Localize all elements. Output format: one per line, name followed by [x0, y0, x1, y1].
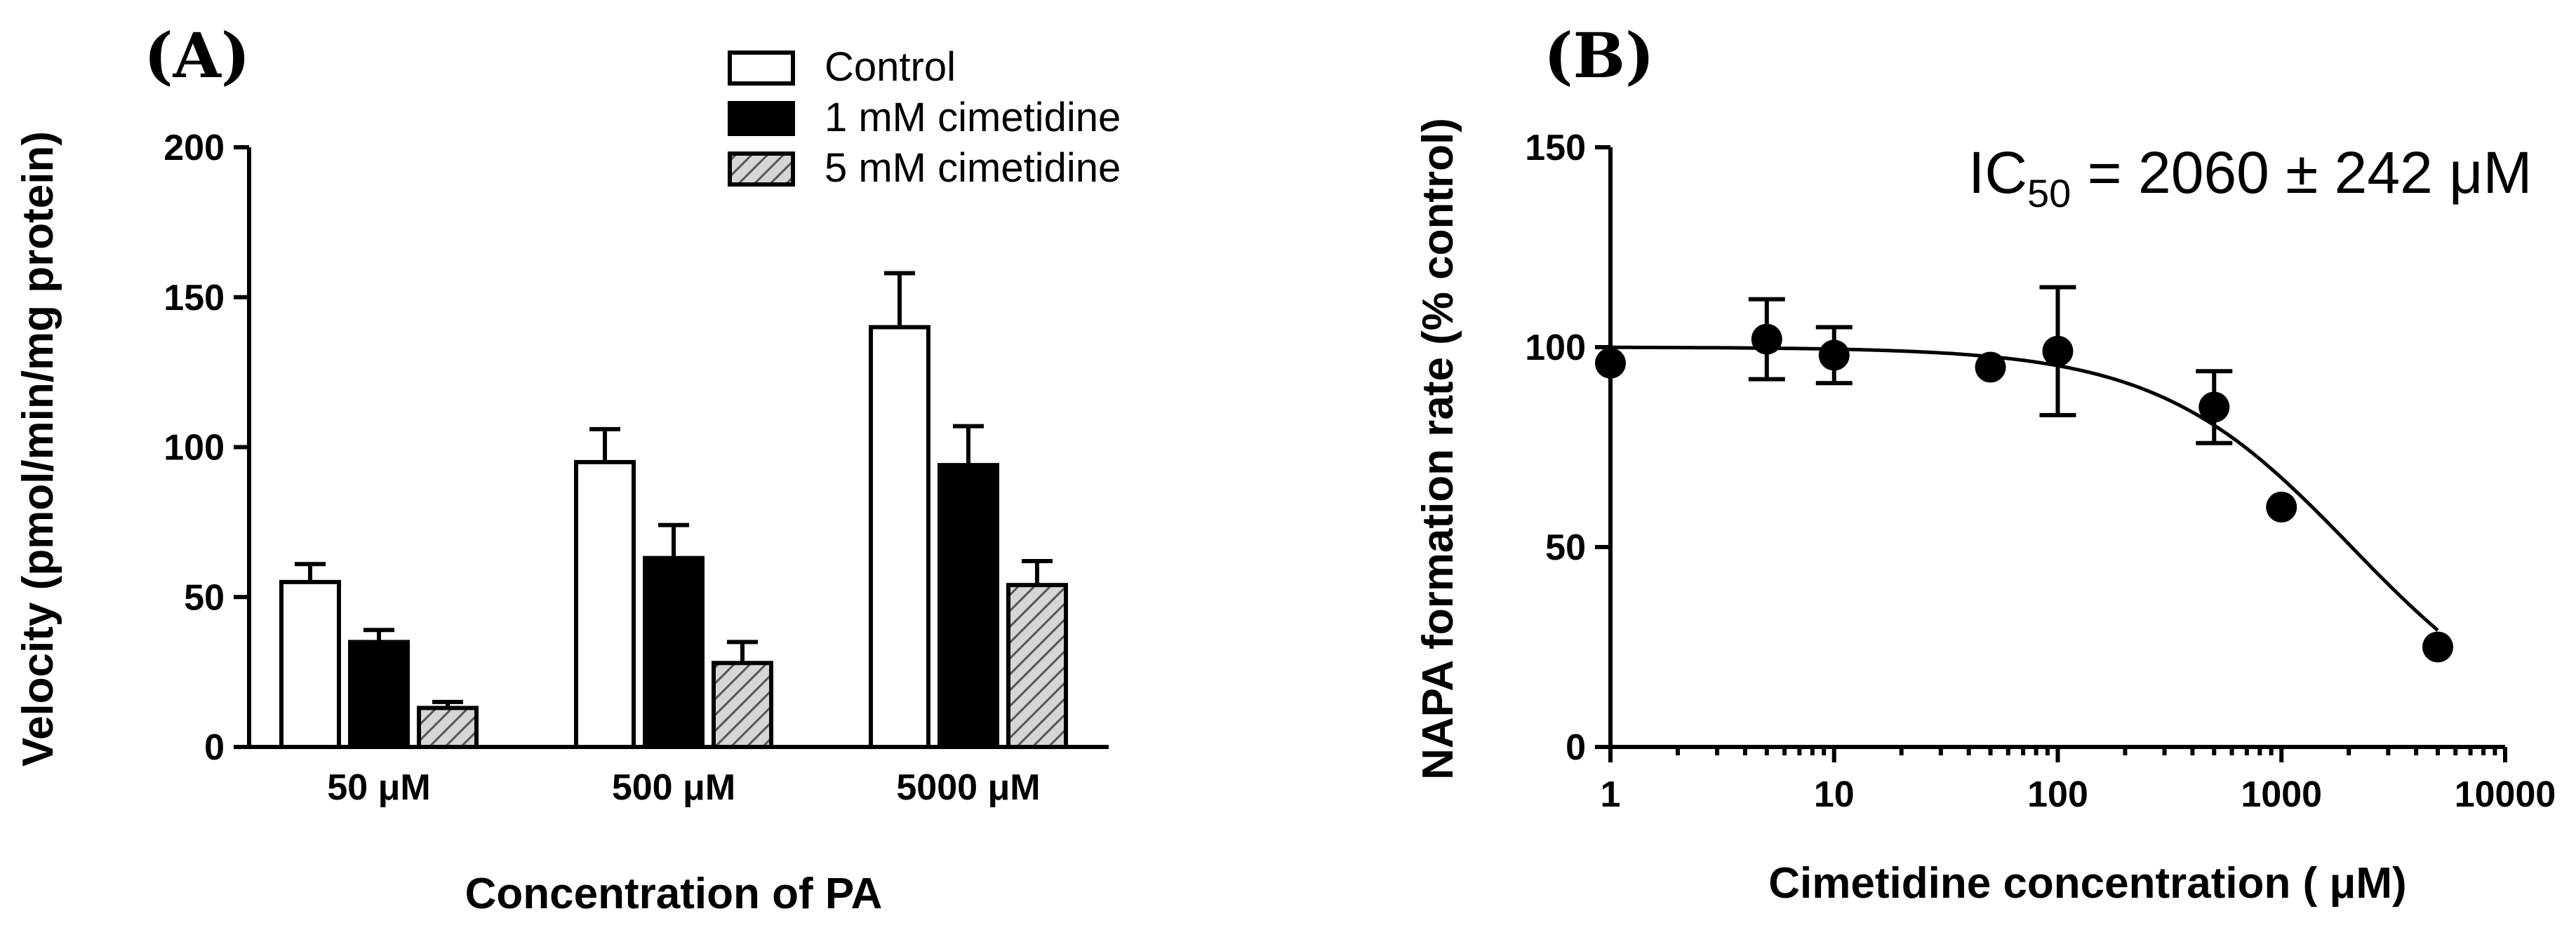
bar-1-mm-cimetidine-5000-m: [937, 463, 999, 750]
bar-5-mm-cimetidine-5000-m: [1006, 583, 1068, 750]
panel-b-y-axis-title: NAPA formation rate (% control): [1414, 118, 1462, 780]
legend-swatch-control: [728, 50, 795, 86]
panel-b-label: (B): [1544, 19, 1655, 92]
panel-b-y-ticks: 0 50 100 150: [1525, 128, 1610, 768]
bar-control-5000-m: [869, 325, 930, 749]
panel-a-y-tick-label: 100: [163, 428, 225, 469]
panel-b-x-tick-label: 1: [1601, 774, 1621, 815]
legend-label-control: Control: [825, 44, 956, 90]
bar-5-mm-cimetidine-50-m: [417, 706, 479, 749]
panel-b-point-x10: [1818, 339, 1850, 371]
bar-1-mm-cimetidine-500-m: [643, 555, 705, 749]
panel-b-dose-response: (B) NAPA formation rate (% control) Cime…: [1414, 19, 2556, 908]
panel-a-x-tick-label: 50 μM: [327, 767, 430, 808]
panel-b-data-points: [1595, 285, 2454, 663]
panel-b-point-x500: [2198, 391, 2230, 423]
panel-a-y-tick-label: 50: [184, 577, 225, 618]
panel-b-x-ticks: 1 10 100 1000 10000: [1601, 747, 2556, 815]
panel-b-y-tick-label: 150: [1525, 128, 1586, 168]
panel-b-point-x5000: [2422, 631, 2454, 663]
panel-b-x-axis-title: Cimetidine concentration ( μM): [1768, 859, 2406, 908]
panel-a-x-tick-label: 500 μM: [612, 767, 735, 808]
panel-a-y-tick-label: 150: [163, 278, 225, 318]
panel-b-y-tick-label: 0: [1566, 727, 1586, 768]
bar-control-50-m: [279, 579, 341, 749]
panel-b-ic50-annotation: IC50 = 2060 ± 242 μM: [1968, 140, 2532, 215]
panel-b-y-tick-label: 100: [1525, 328, 1586, 368]
panel-b-point-x1: [1595, 347, 1626, 379]
ic50-value: = 2060 ± 242 μM: [2071, 140, 2532, 205]
panel-b-fit-curve: [1610, 345, 2439, 632]
panel-a-y-ticks: 0 50 100 150 200: [163, 128, 249, 768]
panel-b-point-x100: [2042, 335, 2074, 367]
ic50-subscript: 50: [2027, 171, 2071, 215]
panel-b-y-tick-label: 50: [1545, 527, 1586, 568]
legend-label-5-mm-cimetidine: 5 mM cimetidine: [825, 145, 1121, 191]
panel-a-y-tick-label: 200: [163, 128, 225, 168]
panel-a-bars: [279, 271, 1068, 750]
panel-b-point-x1000: [2266, 492, 2297, 523]
panel-b-x-tick-label: 10: [1814, 774, 1855, 815]
legend-label-1-mm-cimetidine: 1 mM cimetidine: [825, 95, 1121, 140]
bar-1-mm-cimetidine-50-m: [348, 640, 410, 749]
panel-a-y-axis-title: Velocity (pmol/min/mg protein): [14, 131, 62, 767]
panel-a-bar-chart: (A) Velocity (pmol/min/mg protein) Conce…: [14, 19, 1121, 918]
panel-a-legend: Control 1 mM cimetidine 5 mM cimetidine: [728, 44, 1121, 191]
bar-5-mm-cimetidine-500-m: [712, 661, 773, 749]
legend-swatch-5-mm-cimetidine: [728, 151, 795, 187]
panel-b-point-x5: [1751, 323, 1782, 355]
panel-b-x-tick-label: 1000: [2241, 774, 2322, 815]
panel-a-x-tick-labels: 50 μM 500 μM 5000 μM: [327, 767, 1040, 808]
legend-swatch-1-mm-cimetidine: [728, 101, 795, 136]
panel-a-label: (A): [144, 19, 251, 92]
panel-a-x-tick-label: 5000 μM: [896, 767, 1040, 808]
bar-control-500-m: [574, 459, 636, 749]
panel-b-x-tick-label: 10000: [2455, 774, 2556, 815]
panel-b-x-tick-label: 100: [2027, 774, 2088, 815]
panel-b-point-x50: [1975, 351, 2006, 383]
panel-a-x-axis-title: Concentration of PA: [465, 870, 883, 918]
panel-a-y-tick-label: 0: [204, 727, 225, 768]
ic50-prefix: IC: [1968, 140, 2027, 205]
